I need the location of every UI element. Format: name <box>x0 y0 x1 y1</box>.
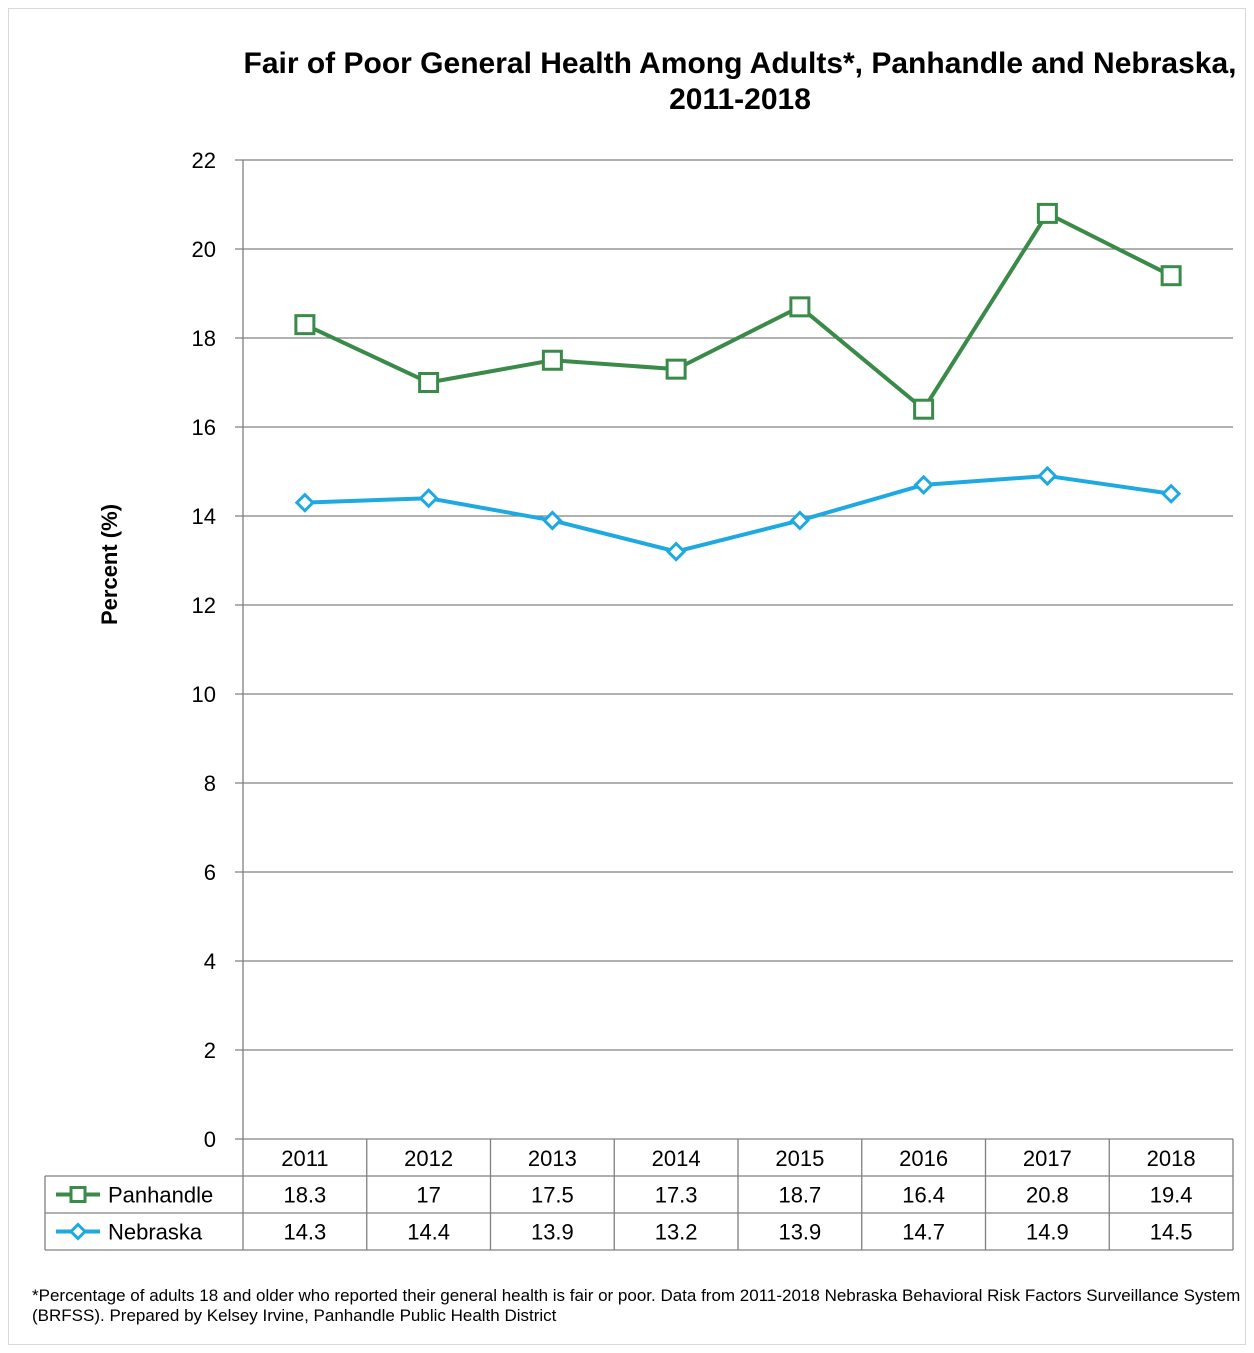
table-value-panhandle-2016: 16.4 <box>902 1183 945 1208</box>
point-panhandle-2012 <box>418 372 440 393</box>
point-panhandle-2018 <box>1160 265 1182 287</box>
legend-label-panhandle: Panhandle <box>108 1183 213 1208</box>
series-line-nebraska <box>304 473 1172 554</box>
series-line-panhandle <box>304 211 1173 412</box>
x-category-label-2015: 2015 <box>775 1146 824 1171</box>
point-panhandle-2011 <box>294 314 316 336</box>
y-tick-label-16: 16 <box>192 415 216 440</box>
y-tick-label-8: 8 <box>204 771 216 796</box>
y-tick-label-0: 0 <box>204 1127 216 1152</box>
table-value-panhandle-2015: 18.7 <box>778 1183 821 1208</box>
table-value-panhandle-2014: 17.3 <box>655 1183 698 1208</box>
x-category-label-2016: 2016 <box>899 1146 948 1171</box>
point-panhandle-2015 <box>789 296 811 318</box>
table-value-nebraska-2015: 13.9 <box>778 1220 821 1245</box>
footnote: *Percentage of adults 18 and older who r… <box>32 1286 1241 1325</box>
table-value-nebraska-2012: 14.4 <box>407 1220 450 1245</box>
y-tick-label-14: 14 <box>192 504 216 529</box>
point-nebraska-2017 <box>1037 465 1058 487</box>
table-value-nebraska-2018: 14.5 <box>1150 1220 1193 1245</box>
x-category-label-2013: 2013 <box>528 1146 577 1171</box>
y-tick-label-22: 22 <box>192 148 216 173</box>
point-nebraska-2016 <box>913 474 934 495</box>
table-value-panhandle-2018: 19.4 <box>1150 1183 1193 1208</box>
x-category-label-2014: 2014 <box>652 1146 701 1171</box>
y-tick-label-2: 2 <box>204 1038 216 1063</box>
table-value-nebraska-2017: 14.9 <box>1026 1220 1069 1245</box>
y-tick-label-12: 12 <box>192 593 216 618</box>
chart-title: Fair of Poor General Health Among Adults… <box>243 47 1237 116</box>
y-tick-label-6: 6 <box>204 860 216 885</box>
table-value-nebraska-2014: 13.2 <box>655 1220 698 1245</box>
point-nebraska-2013 <box>542 510 563 531</box>
point-panhandle-2014 <box>665 358 687 380</box>
table-value-nebraska-2011: 14.3 <box>283 1220 326 1245</box>
table-value-panhandle-2017: 20.8 <box>1026 1183 1069 1208</box>
point-panhandle-2013 <box>541 349 563 371</box>
y-tick-label-18: 18 <box>192 326 216 351</box>
point-nebraska-2015 <box>789 510 810 531</box>
point-nebraska-2018 <box>1161 483 1182 504</box>
table-value-panhandle-2012: 17 <box>416 1183 440 1208</box>
point-nebraska-2014 <box>666 541 687 562</box>
x-category-label-2017: 2017 <box>1023 1146 1072 1171</box>
y-axis-label: Percent (%) <box>97 504 122 625</box>
legend-label-nebraska: Nebraska <box>108 1220 203 1245</box>
point-nebraska-2011 <box>294 492 315 513</box>
y-tick-label-4: 4 <box>204 949 216 974</box>
point-nebraska-2012 <box>418 488 439 509</box>
table-value-nebraska-2016: 14.7 <box>902 1220 945 1245</box>
x-category-label-2011: 2011 <box>281 1146 328 1171</box>
point-panhandle-2017 <box>1036 202 1058 224</box>
x-category-label-2018: 2018 <box>1147 1146 1196 1171</box>
legend-key-marker-nebraska <box>68 1222 88 1241</box>
table-value-panhandle-2013: 17.5 <box>531 1183 574 1208</box>
legend-key-marker-panhandle <box>69 1186 87 1203</box>
chart-frame <box>8 8 1246 1345</box>
point-panhandle-2016 <box>913 398 935 420</box>
x-category-label-2012: 2012 <box>404 1146 453 1171</box>
table-value-panhandle-2011: 18.3 <box>283 1183 326 1208</box>
y-tick-label-10: 10 <box>192 682 216 707</box>
table-value-nebraska-2013: 13.9 <box>531 1220 574 1245</box>
y-tick-label-20: 20 <box>192 237 216 262</box>
